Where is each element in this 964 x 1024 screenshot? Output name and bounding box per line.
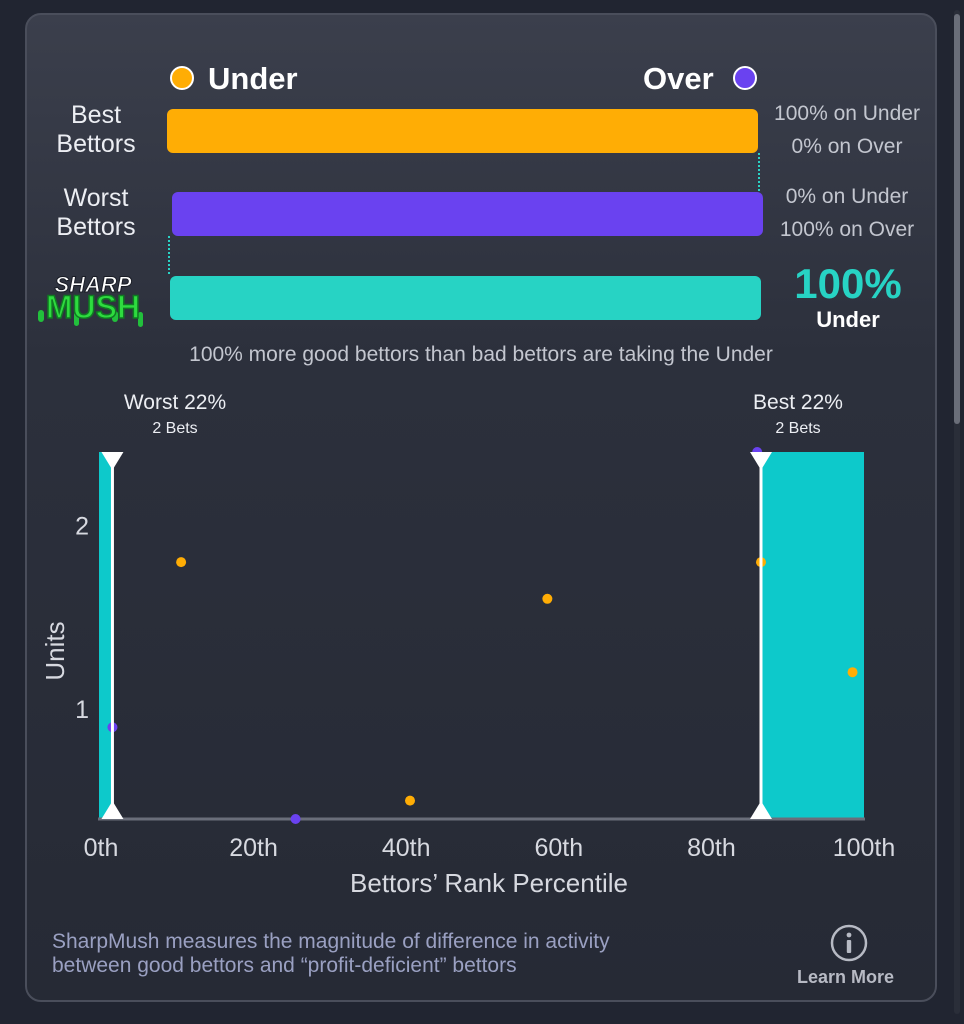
worst-bettors-label: Worst Bettors xyxy=(31,184,161,242)
worst-region-label: Worst 22% xyxy=(123,391,227,414)
worst-region-top-handle xyxy=(101,452,124,470)
description-line1: SharpMush measures the magnitude of diff… xyxy=(52,930,610,953)
y-tick-label: 2 xyxy=(75,512,89,540)
best-label-line1: Best xyxy=(70,101,122,129)
logo-drip xyxy=(38,310,44,322)
x-tick-label: 40th xyxy=(382,834,431,862)
data-point-under xyxy=(542,593,553,604)
rank-percentile-chart: 0th 20th 40th 60th 80th 100th 1 2 Bettors’ Rank… xyxy=(40,447,896,898)
best-bettors-label: Best Bettors xyxy=(31,101,161,159)
data-point-over xyxy=(290,814,301,824)
worst-label-line2: Bettors xyxy=(56,213,136,241)
logo-word-mush: MUSH xyxy=(46,289,140,325)
description-line2: between good bettors and “profit-deficie… xyxy=(52,954,517,977)
best-region-bets: 2 Bets xyxy=(775,420,821,437)
best-label-line2: Bettors xyxy=(56,130,136,158)
sharpmush-percent: 100% xyxy=(794,260,902,307)
x-tick-label: 80th xyxy=(687,834,736,862)
worst-bettors-split: 0% on Under 100% on Over xyxy=(762,180,932,246)
data-point-under xyxy=(405,795,416,806)
worst-label-line1: Worst xyxy=(63,184,129,212)
best-bettors-split: 100% on Under 0% on Over xyxy=(762,97,932,163)
x-tick-label: 100th xyxy=(833,834,896,862)
best-region-top-handle xyxy=(749,452,772,470)
y-tick-label: 1 xyxy=(75,696,89,724)
over-legend-label: Over xyxy=(643,61,714,96)
worst-region-shade xyxy=(99,452,113,819)
logo-drip xyxy=(138,312,143,327)
over-legend-dot xyxy=(733,66,757,90)
under-legend-label: Under xyxy=(208,61,298,96)
y-axis-label: Units xyxy=(40,621,70,680)
best-region-label: Best 22% xyxy=(753,391,843,414)
logo-drip xyxy=(112,311,118,322)
best-dotted-connector xyxy=(758,153,760,191)
scrollbar-track[interactable] xyxy=(954,10,960,1014)
x-axis-label: Bettors’ Rank Percentile xyxy=(350,868,628,898)
sharpmush-description: SharpMush measures the magnitude of diff… xyxy=(52,930,752,978)
learn-more-link[interactable]: Learn More xyxy=(797,967,895,987)
x-tick-label: 60th xyxy=(534,834,583,862)
worst-region-bottom-handle xyxy=(101,801,124,819)
sharpmush-statement: 100% more good bettors than bad bettors … xyxy=(189,343,773,366)
best-region-shade xyxy=(760,452,864,819)
x-tick-label: 0th xyxy=(84,834,119,862)
data-point-under xyxy=(847,667,858,678)
worst-dotted-connector xyxy=(168,236,170,274)
logo-drip xyxy=(74,312,79,326)
sharpmush-bar xyxy=(170,276,761,320)
x-tick-label: 20th xyxy=(229,834,278,862)
under-legend-dot xyxy=(170,66,194,90)
best-over-text: 0% on Over xyxy=(791,135,903,158)
sharpmush-logo: SHARP MUSH xyxy=(38,272,143,327)
logo-word-sharp: SHARP xyxy=(54,272,131,297)
data-point-under xyxy=(176,557,187,568)
worst-under-text: 0% on Under xyxy=(785,185,909,208)
worst-over-text: 100% on Over xyxy=(779,218,915,241)
best-region-bottom-handle xyxy=(749,801,772,819)
sharpmush-side: Under xyxy=(816,307,880,332)
info-icon[interactable] xyxy=(829,923,869,963)
best-under-text: 100% on Under xyxy=(774,102,920,125)
worst-region-bets: 2 Bets xyxy=(152,420,198,437)
scrollbar-thumb[interactable] xyxy=(954,14,960,424)
best-bettors-under-bar xyxy=(167,109,758,153)
worst-bettors-over-bar xyxy=(172,192,763,236)
